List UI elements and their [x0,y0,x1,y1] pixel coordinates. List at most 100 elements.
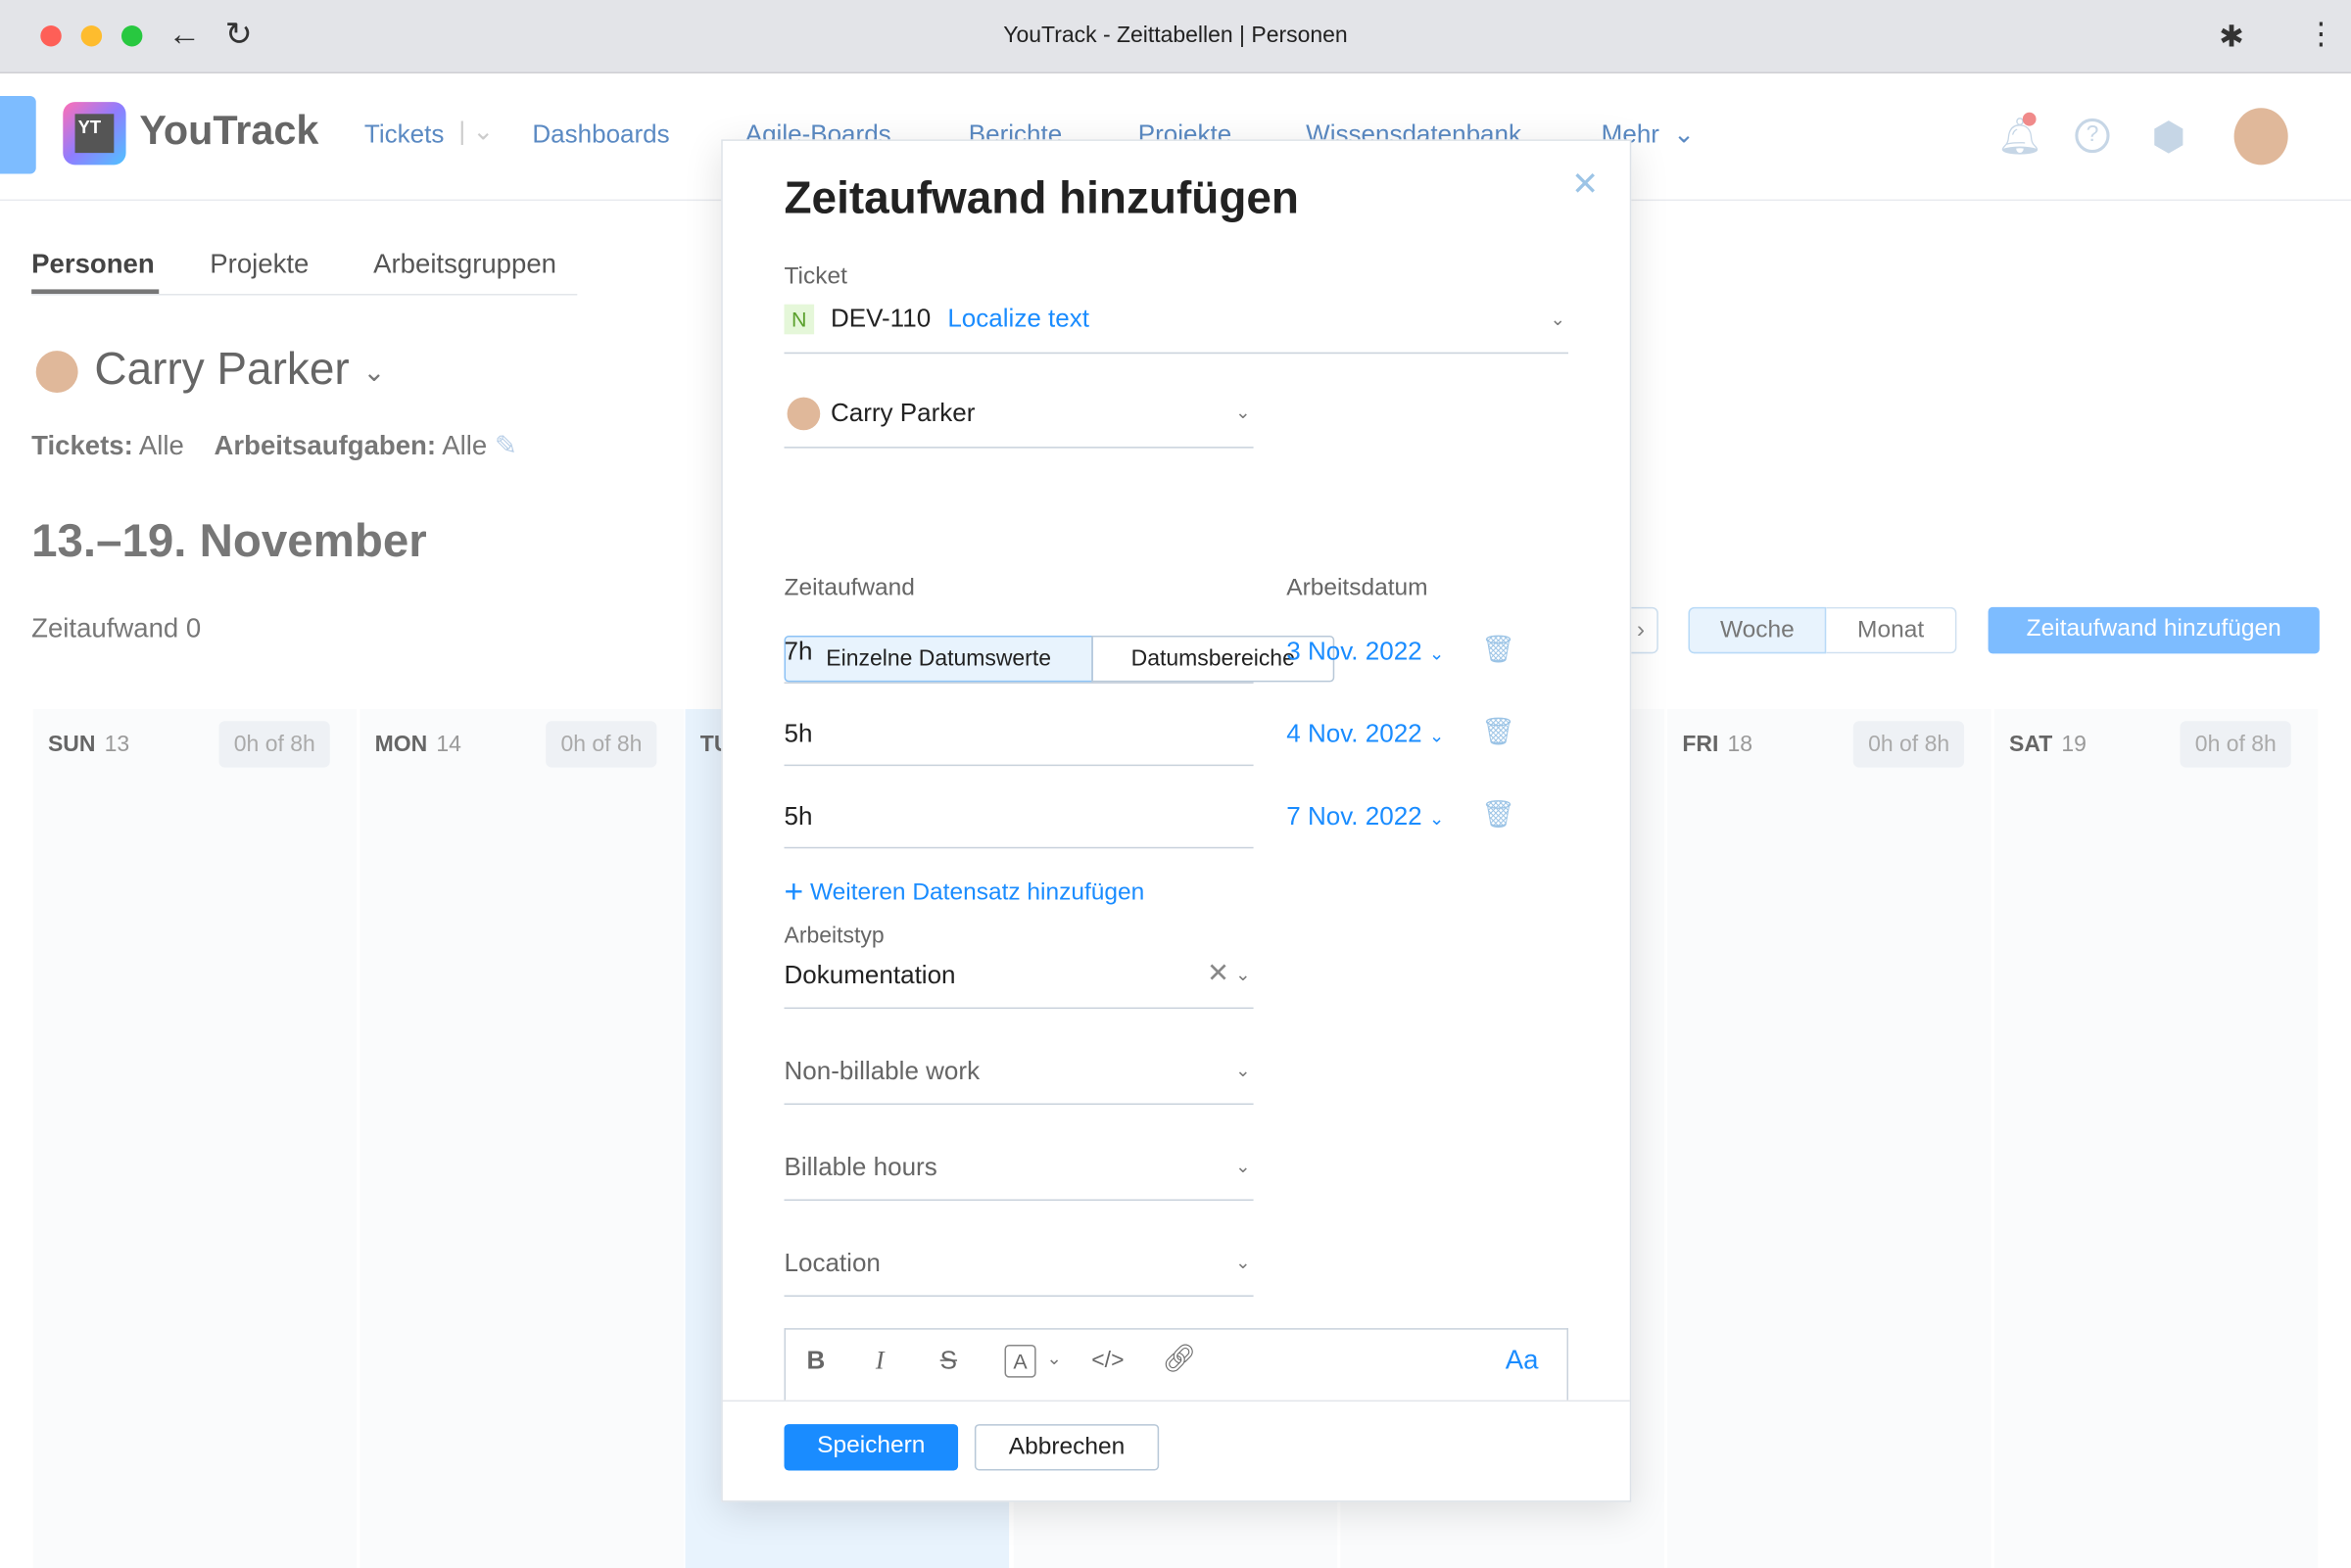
add-record-label: Weiteren Datensatz hinzufügen [810,879,1145,906]
day-hours-badge: 0h of 8h [2180,721,2292,768]
tasks-filter-value[interactable]: Alle [442,430,488,460]
ticket-id: DEV-110 [830,304,932,333]
work-date-picker[interactable]: 7 Nov. 2022 ⌄ [1286,801,1445,831]
sidebar-toggle[interactable] [0,95,36,174]
tasks-filter-label: Arbeitsaufgaben: [214,430,437,460]
day-column[interactable] [32,708,358,1568]
chevron-down-icon: ⌄ [1235,1060,1251,1081]
cancel-button[interactable]: Abbrechen [974,1424,1160,1471]
back-icon[interactable]: ← [168,15,202,53]
worktype-label: Arbeitstyp [784,923,885,949]
menu-icon[interactable]: ⋮ [2306,18,2336,52]
work-date-picker[interactable]: 3 Nov. 2022 ⌄ [1286,637,1445,666]
user-select[interactable]: Carry Parker ⌄ [784,390,1254,449]
person-selector[interactable]: Carry Parker [94,345,350,395]
text-color-button[interactable]: A [1004,1344,1036,1378]
nav-dashboards[interactable]: Dashboards [532,119,670,149]
close-window-button[interactable] [40,25,62,47]
worktype-select[interactable]: Dokumentation ✕ ⌄ [784,955,1254,1010]
day-hours-badge: 0h of 8h [1852,721,1965,768]
dialog-title: Zeitaufwand hinzufügen [784,173,1299,224]
chevron-down-icon: ⌄ [1235,402,1251,423]
work-date-picker[interactable]: 4 Nov. 2022 ⌄ [1286,719,1445,748]
youtrack-logo[interactable]: YT [63,102,126,166]
day-number: 13 [104,731,130,757]
bold-button[interactable]: B [806,1346,826,1375]
settings-icon[interactable]: ⬢ [2151,114,2186,160]
day-name: FRI 18 [1682,731,1753,757]
day-hours-badge: 0h of 8h [546,721,657,768]
view-week-button[interactable]: Woche [1688,606,1827,654]
chevron-down-icon[interactable]: ⌄ [362,356,386,387]
notification-dot [2022,112,2037,126]
mode-date-ranges[interactable]: Datumsbereiche [1091,635,1335,683]
trash-icon[interactable]: 🗑︎ [1481,716,1516,747]
code-button[interactable]: </> [1091,1348,1125,1374]
day-name: SAT 19 [2009,731,2087,757]
plus-icon: + [784,872,804,911]
day-name: SUN 13 [47,731,130,757]
custom-field-select[interactable]: Location ⌄ [784,1240,1254,1297]
day-column[interactable] [360,708,684,1568]
worktype-value: Dokumentation [784,961,956,990]
help-icon[interactable]: ? [2075,118,2110,154]
week-total: Zeitaufwand 0 [31,613,202,643]
custom-field-select[interactable]: Billable hours ⌄ [784,1144,1254,1202]
add-record-button[interactable]: + Weiteren Datensatz hinzufügen [785,873,1145,912]
day-number: 18 [1727,731,1753,757]
formatting-toggle[interactable]: Aa [1505,1344,1539,1375]
week-title: 13.–19. November [31,513,427,567]
chevron-down-icon[interactable]: ⌄ [1046,1348,1062,1369]
day-column[interactable] [1667,708,1991,1568]
chevron-down-icon: ⌄ [1550,309,1565,330]
save-button[interactable]: Speichern [784,1424,959,1471]
ticket-summary-link[interactable]: Localize text [947,304,1089,333]
user-avatar [787,397,821,431]
view-month-button[interactable]: Monat [1826,606,1957,654]
time-input[interactable]: 5h [784,793,1254,849]
notifications-icon[interactable]: 🔔︎ [1996,117,2043,158]
tab-workgroups[interactable]: Arbeitsgruppen [373,249,556,279]
add-time-button[interactable]: Zeitaufwand hinzufügen [1988,606,2320,654]
ticket-state-badge: N [784,304,815,335]
editor-toolbar: B I S A ⌄ </> 🔗︎ Aa [784,1328,1569,1401]
time-input[interactable]: 7h [784,628,1254,684]
link-icon[interactable]: 🔗︎ [1162,1343,1197,1374]
date-column-label: Arbeitsdatum [1286,575,1428,601]
tab-persons[interactable]: Personen [31,249,155,279]
chevron-down-icon: ⌄ [1235,1156,1251,1177]
user-name: Carry Parker [830,399,976,428]
tickets-filter-value[interactable]: Alle [138,430,184,460]
window-title: YouTrack - Zeittabellen | Personen [1003,22,1348,48]
day-number: 19 [2061,731,2087,757]
nav-tickets[interactable]: Tickets [363,119,445,149]
day-number: 14 [436,731,461,757]
trash-icon[interactable]: 🗑︎ [1481,634,1516,665]
italic-button[interactable]: I [875,1346,885,1375]
ticket-label: Ticket [784,263,847,290]
reload-icon[interactable]: ↻ [224,15,253,53]
brand-name: YouTrack [139,108,319,154]
title-bar: ← ↻ YouTrack - Zeittabellen | Personen ✱… [0,0,2351,73]
maximize-window-button[interactable] [120,25,143,47]
trash-icon[interactable]: 🗑︎ [1481,798,1516,830]
edit-icon[interactable]: ✎ [494,430,517,460]
time-input[interactable]: 5h [784,711,1254,767]
strikethrough-button[interactable]: S [939,1346,958,1375]
add-time-dialog: Zeitaufwand hinzufügen ✕ Ticket N DEV-11… [721,139,1632,1502]
tab-projects[interactable]: Projekte [210,249,310,279]
custom-field-select[interactable]: Non-billable work ⌄ [784,1048,1254,1106]
chevron-down-icon: ⌄ [1235,964,1251,985]
person-avatar [35,351,78,394]
avatar[interactable] [2233,108,2288,166]
ticket-select[interactable]: N DEV-110 Localize text ⌄ [784,297,1569,355]
day-hours-badge: 0h of 8h [218,721,331,768]
minimize-window-button[interactable] [80,25,103,47]
extensions-icon[interactable]: ✱ [2219,21,2244,55]
chevron-down-icon: ⌄ [1235,1252,1251,1273]
mode-single-dates[interactable]: Einzelne Datumswerte [784,635,1093,683]
time-column-label: Zeitaufwand [784,575,915,601]
clear-icon[interactable]: ✕ [1206,958,1230,988]
close-icon[interactable]: ✕ [1571,165,1600,203]
day-column[interactable] [1993,708,2319,1568]
